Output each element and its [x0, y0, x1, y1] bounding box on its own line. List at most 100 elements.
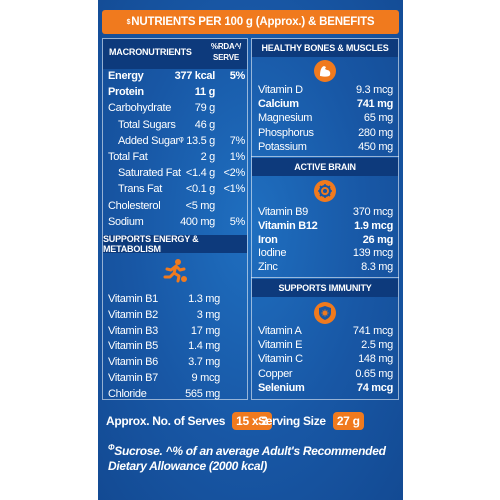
brain-name: Vitamin B9: [258, 206, 308, 218]
macronutrients-value: 2 g: [200, 151, 216, 163]
immunity-name: Vitamin E: [258, 339, 303, 352]
bones-value: 741 mg: [356, 98, 393, 111]
bones-name: Phosphorus: [258, 126, 314, 139]
energy-name: Vitamin B7: [108, 372, 158, 384]
energy-value: 17 mg: [190, 324, 220, 337]
bones-name: Potassium: [258, 140, 307, 153]
energy-name: Vitamin B5: [108, 340, 158, 353]
footnote-symbol: Φ: [108, 443, 115, 452]
brain-name: Iron: [258, 233, 278, 246]
bones-row: Potassium 450 mg: [258, 141, 393, 154]
brain-heading: ACTIVE BRAIN: [252, 158, 398, 176]
energy-row: Vitamin B1 1.3 mg: [108, 293, 220, 306]
macronutrients-name: Sodium: [108, 215, 144, 228]
serves-label: Approx. No. of Serves: [106, 414, 226, 428]
energy-value: 1.4 mg: [188, 340, 220, 353]
brain-row: Vitamin B12 1.9 mcg: [258, 220, 393, 233]
bones-value: 450 mg: [358, 140, 393, 153]
macronutrients-row: Saturated Fat <1.4 g <2%: [118, 167, 245, 180]
brain-value: 370 mcg: [352, 206, 393, 218]
macronutrients-rda: <2%: [223, 167, 246, 180]
energy-heading: SUPPORTS ENERGY & METABOLISM: [103, 234, 247, 254]
footnote: ΦSucrose. ^% of an average Adult's Recom…: [108, 440, 398, 474]
divider-bones: [251, 156, 399, 157]
serves-info: Approx. No. of Serves 15 x 2: [106, 412, 272, 430]
brain-row: Iodine 139 mcg: [258, 247, 393, 260]
macronutrients-row: Carbohydrate 79 g: [108, 102, 245, 115]
energy-name: Vitamin B1: [108, 293, 158, 305]
immunity-row: Vitamin E 2.5 mg: [258, 339, 393, 352]
energy-row: Vitamin B6 3.7 mg: [108, 356, 220, 369]
energy-value: 1.3 mg: [188, 293, 220, 305]
serving-size-label: Serving Size: [258, 414, 326, 428]
brain-name: Iodine: [258, 247, 287, 260]
bones-name: Calcium: [258, 98, 299, 111]
energy-row: Vitamin B5 1.4 mg: [108, 340, 220, 353]
macronutrients-row: Trans Fat <0.1 g <1%: [118, 183, 245, 196]
brain-name: Zinc: [258, 261, 278, 274]
macronutrients-value: <0.1 g: [185, 183, 215, 196]
macronutrients-value: 79 g: [194, 102, 216, 115]
macronutrients-name: Total Fat: [108, 151, 148, 163]
macronutrients-rda: 1%: [229, 151, 246, 163]
brain-gear-icon: [314, 180, 336, 202]
bones-row: Vitamin D 9.3 mcg: [258, 84, 393, 97]
energy-value: 3.7 mg: [188, 356, 220, 369]
footnote-text: Sucrose. ^% of an average Adult's Recomm…: [108, 444, 386, 473]
right-column: [251, 38, 399, 400]
macronutrients-rda: 5%: [229, 215, 246, 228]
bones-value: 9.3 mcg: [355, 84, 393, 96]
nutrition-panel: $ NUTRIENTS PER 100 g (Approx.) & BENEFI…: [98, 0, 403, 500]
macronutrients-heading: MACRONUTRIENTS %RDA^/ SERVE: [103, 39, 247, 69]
immunity-name: Selenium: [258, 381, 305, 394]
energy-value: 3 mg: [196, 308, 221, 321]
immunity-value: 74 mcg: [356, 381, 393, 394]
energy-name: Chloride: [108, 387, 147, 400]
immunity-value: 0.65 mg: [355, 367, 393, 380]
shield-virus-icon: [314, 302, 336, 324]
immunity-name: Copper: [258, 367, 293, 380]
bones-row: Magnesium 65 mg: [258, 112, 393, 125]
rda-heading: %RDA^/ SERVE: [208, 41, 244, 63]
rda-heading-line1: %RDA^/: [210, 42, 242, 51]
macronutrients-value: 13.5 g: [186, 134, 215, 147]
bones-name: Vitamin D: [258, 84, 303, 96]
immunity-value: 741 mcg: [352, 325, 393, 337]
serves-value: 15 x 2: [232, 412, 272, 430]
immunity-heading: SUPPORTS IMMUNITY: [252, 279, 398, 297]
bones-name: Magnesium: [258, 112, 313, 125]
macronutrients-value: 400 mg: [180, 215, 215, 228]
rda-heading-line2: SERVE: [213, 53, 239, 62]
macronutrients-value: 46 g: [194, 118, 216, 131]
brain-row: Vitamin B9 370 mcg: [258, 206, 393, 219]
macronutrients-name: Carbohydrate: [108, 102, 172, 115]
macronutrients-name: Trans Fat: [118, 183, 162, 196]
macronutrients-name: Energy: [108, 70, 144, 82]
divider-brain: [251, 277, 399, 278]
bones-row: Phosphorus 280 mg: [258, 127, 393, 140]
immunity-row: Selenium 74 mcg: [258, 382, 393, 395]
immunity-row: Copper 0.65 mg: [258, 368, 393, 381]
macronutrients-rda: 7%: [229, 134, 246, 147]
macronutrients-row: Protein 11 g: [108, 86, 245, 99]
running-person-icon: [162, 258, 188, 284]
immunity-value: 148 mg: [358, 353, 393, 366]
macronutrients-name: Saturated Fat: [118, 167, 181, 180]
header-title: NUTRIENTS PER 100 g (Approx.) & BENEFITS: [131, 16, 375, 28]
bones-row: Calcium 741 mg: [258, 98, 393, 111]
energy-name: Vitamin B3: [108, 324, 158, 337]
brain-value: 139 mcg: [352, 247, 393, 260]
energy-row: Vitamin B7 9 mcg: [108, 372, 220, 385]
macronutrients-name: Total Sugars: [118, 118, 176, 131]
macronutrients-rda: 5%: [229, 70, 246, 82]
immunity-row: Vitamin A 741 mcg: [258, 325, 393, 338]
energy-value: 565 mg: [185, 387, 220, 400]
macronutrients-rda: <1%: [223, 183, 246, 196]
energy-name: Vitamin B6: [108, 356, 158, 369]
serving-size-info: Serving Size 27 g: [258, 412, 364, 430]
immunity-value: 2.5 mg: [361, 339, 393, 352]
brain-value: 1.9 mcg: [354, 219, 393, 232]
immunity-row: Vitamin C 148 mg: [258, 353, 393, 366]
macronutrients-name: Cholesterol: [108, 199, 161, 212]
left-column: [102, 38, 248, 400]
